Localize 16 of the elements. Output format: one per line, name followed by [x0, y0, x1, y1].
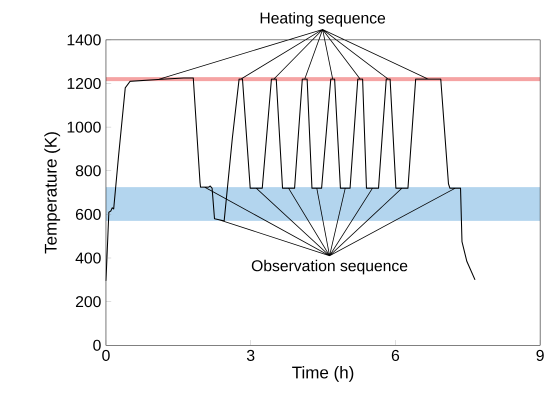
annotation: Observation sequence — [252, 260, 408, 274]
x-axis-title: Time (h) — [292, 366, 354, 382]
x-tick-label: 3 — [246, 350, 254, 362]
y-tick-label: 1000 — [68, 122, 101, 133]
y-tick-label: 400 — [76, 252, 101, 264]
y-tick-label: 0 — [93, 340, 101, 351]
x-tick-label: 9 — [536, 350, 544, 362]
y-tick-label: 200 — [76, 296, 101, 308]
y-axis-title: Temperature (K) — [44, 132, 60, 254]
y-tick-label: 800 — [76, 165, 101, 176]
y-tick-label: 1400 — [68, 34, 101, 46]
y-tick-label: 600 — [76, 208, 101, 220]
annotation: Heating sequence — [260, 12, 386, 27]
x-tick-label: 0 — [102, 350, 110, 362]
x-tick-label: 6 — [392, 350, 400, 362]
y-tick-label: 1200 — [68, 78, 101, 90]
